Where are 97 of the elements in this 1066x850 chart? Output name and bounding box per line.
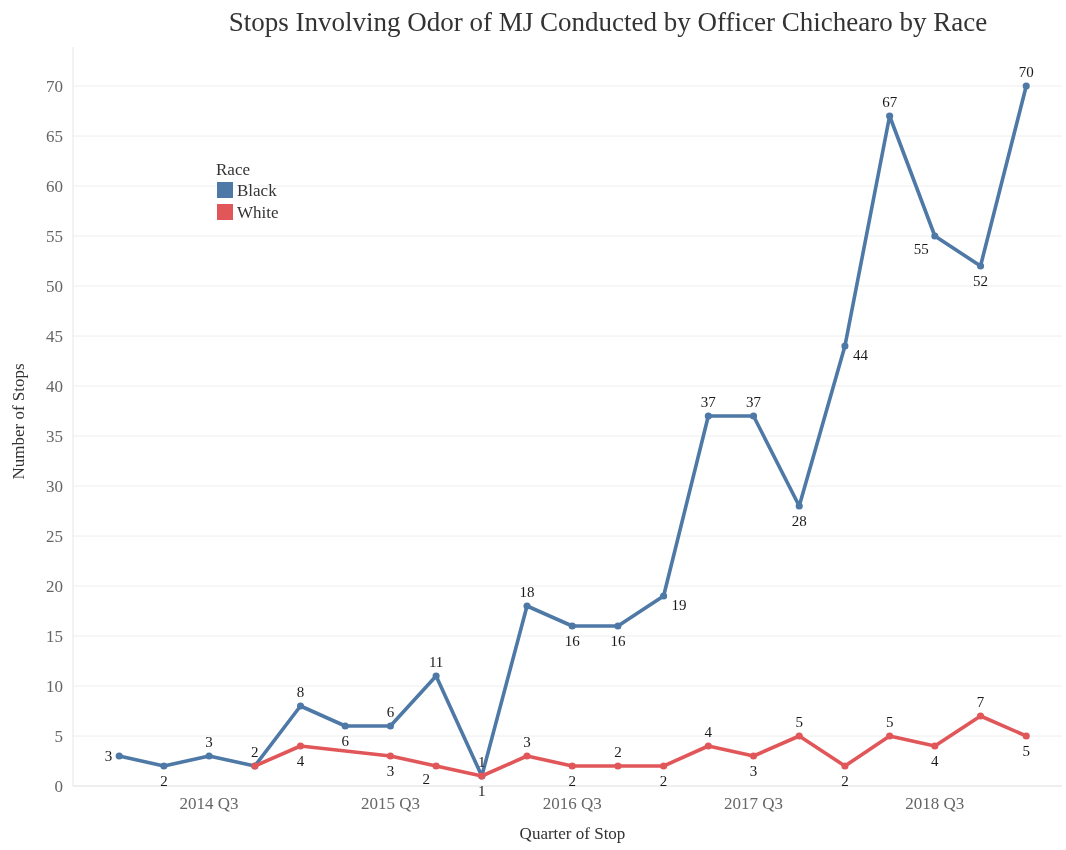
data-label: 2 <box>659 773 668 789</box>
x-tick-label: 2017 Q3 <box>724 794 784 813</box>
legend-title: Race <box>216 160 250 179</box>
point <box>614 762 622 770</box>
x-tick-label: 2015 Q3 <box>360 794 420 813</box>
point <box>704 412 712 420</box>
x-tick-label: 2018 Q3 <box>905 794 965 813</box>
data-label: 19 <box>671 597 687 613</box>
point <box>386 722 394 730</box>
point <box>432 762 440 770</box>
data-label: 4 <box>704 724 713 740</box>
data-label: 3 <box>205 734 213 750</box>
point <box>386 752 394 760</box>
data-label: 1 <box>478 754 486 770</box>
point <box>795 732 803 740</box>
point <box>886 112 894 120</box>
y-tick-label: 60 <box>46 176 63 196</box>
point <box>931 742 939 750</box>
y-tick-label: 70 <box>46 76 63 96</box>
point <box>704 742 712 750</box>
data-label: 67 <box>882 94 898 110</box>
data-label: 52 <box>973 273 989 289</box>
point <box>296 702 305 710</box>
y-tick-label: 25 <box>46 526 63 546</box>
point <box>976 712 985 720</box>
point <box>1022 82 1030 90</box>
point <box>296 742 305 750</box>
y-tick-label: 65 <box>46 126 63 146</box>
data-label: 5 <box>795 714 803 730</box>
point <box>749 752 758 760</box>
point <box>614 622 622 630</box>
y-tick-label: 50 <box>46 276 63 296</box>
data-label: 2 <box>568 773 576 789</box>
data-label: 28 <box>791 513 807 529</box>
point <box>160 762 168 770</box>
y-tick-label: 10 <box>46 676 63 696</box>
data-label: 5 <box>1022 743 1030 759</box>
y-axis-title: Number of Stops <box>9 363 28 480</box>
data-label: 6 <box>386 704 395 720</box>
data-label: 2 <box>614 744 622 760</box>
y-tick-label: 5 <box>54 726 63 746</box>
data-label: 3 <box>523 734 531 750</box>
x-axis-title: Quarter of Stop <box>519 824 626 843</box>
data-label: 16 <box>564 633 581 649</box>
point <box>931 232 939 240</box>
point <box>341 722 349 730</box>
data-label: 55 <box>913 241 929 257</box>
legend-label: White <box>237 203 279 222</box>
data-label: 2 <box>160 773 168 789</box>
data-label: 1 <box>478 783 486 799</box>
data-label: 2 <box>841 773 849 789</box>
y-tick-label: 40 <box>46 376 63 396</box>
point <box>523 602 531 610</box>
y-tick-label: 35 <box>46 426 63 446</box>
point <box>568 762 576 770</box>
y-tick-label: 45 <box>46 326 63 346</box>
data-label: 44 <box>852 347 869 363</box>
point <box>1022 732 1030 740</box>
data-label: 16 <box>610 633 626 649</box>
point <box>205 752 213 760</box>
point <box>795 502 803 510</box>
data-label: 4 <box>296 753 305 769</box>
chart-title: Stops Involving Odor of MJ Conducted by Officer Chichearo by Race <box>228 7 988 37</box>
data-label: 5 <box>885 714 894 730</box>
point <box>115 752 123 760</box>
data-label: 2 <box>251 744 259 760</box>
point <box>523 752 531 760</box>
point <box>660 592 668 600</box>
data-label: 18 <box>519 584 535 600</box>
data-label: 70 <box>1018 64 1034 80</box>
y-tick-label: 15 <box>46 626 63 646</box>
point <box>976 262 985 270</box>
data-label: 3 <box>749 763 758 779</box>
data-label: 6 <box>341 733 350 749</box>
point <box>886 732 894 740</box>
data-label: 3 <box>104 748 113 764</box>
y-tick-label: 55 <box>46 226 63 246</box>
y-tick-label: 30 <box>46 476 63 496</box>
x-tick-label: 2016 Q3 <box>542 794 602 813</box>
data-label: 8 <box>296 684 305 700</box>
data-label: 7 <box>976 694 985 710</box>
data-label: 37 <box>746 394 762 410</box>
y-tick-label: 0 <box>54 776 63 796</box>
point <box>749 412 758 420</box>
data-label: 2 <box>422 771 431 787</box>
data-label: 37 <box>700 394 717 410</box>
legend-label: Black <box>237 181 278 200</box>
y-tick-label: 20 <box>46 576 63 596</box>
data-label: 3 <box>386 763 395 779</box>
data-label: 11 <box>428 654 444 670</box>
point <box>841 342 849 350</box>
x-tick-label: 2014 Q3 <box>179 794 239 813</box>
point <box>432 672 440 680</box>
data-label: 4 <box>931 753 940 769</box>
point <box>841 762 849 770</box>
point <box>660 762 668 770</box>
point <box>568 622 576 630</box>
